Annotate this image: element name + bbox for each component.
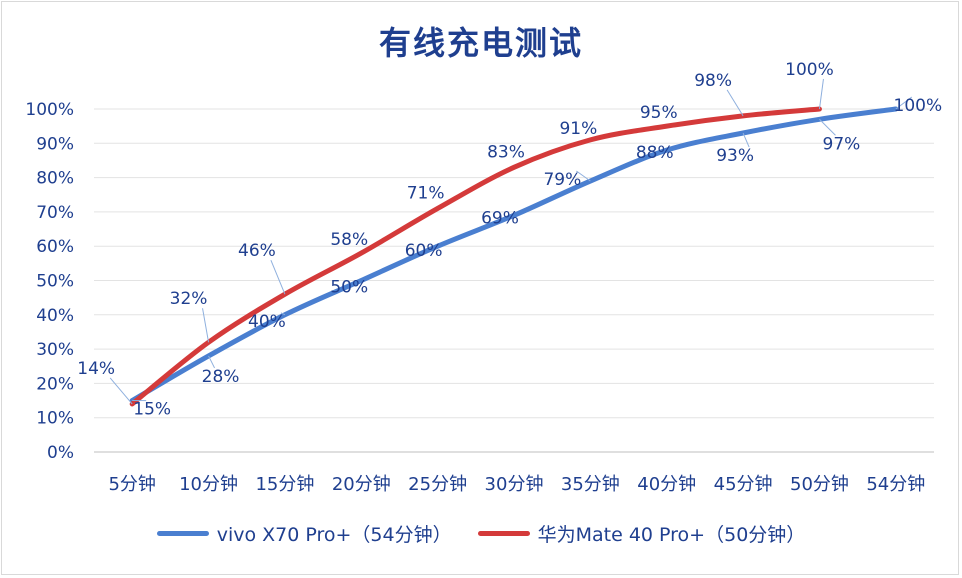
legend-item-vivo: vivo X70 Pro+（54分钟） [156,520,452,547]
x-tick-label: 25分钟 [408,474,467,495]
y-tick-label: 20% [36,374,74,394]
data-label-leader [726,89,744,117]
x-tick-label: 20分钟 [332,474,391,495]
y-tick-label: 100% [25,100,74,120]
chart-title: 有线充电测试 [378,24,583,62]
y-tick-label: 70% [36,203,74,223]
data-label-huawei: 32% [170,289,208,309]
x-tick-label: 15分钟 [255,474,314,495]
data-label-vivo: 79% [543,170,581,190]
data-label-vivo: 40% [248,312,286,332]
series-line-huawei [129,106,822,407]
x-tick-label: 35分钟 [561,474,620,495]
legend-swatch-vivo [156,531,209,536]
y-tick-label: 40% [36,306,74,326]
legend-label-huawei: 华为Mate 40 Pro+（50分钟） [537,524,806,546]
x-tick-label: 45分钟 [714,474,773,495]
x-tick-label: 50分钟 [790,474,849,495]
data-label-huawei: 71% [407,183,445,203]
y-tick-label: 60% [36,237,74,257]
x-tick-label: 30分钟 [485,474,544,495]
data-label-vivo: 97% [823,134,861,154]
data-label-huawei: 58% [330,230,368,250]
data-label-vivo: 69% [481,208,519,228]
y-tick-label: 0% [47,443,74,463]
data-label-leader [819,118,836,136]
data-label-vivo: 60% [405,241,443,261]
data-label-leader [109,377,133,405]
data-label-leader [576,170,591,182]
data-label-leader [202,308,210,343]
data-label-huawei: 95% [640,103,678,123]
y-tick-label: 30% [36,340,74,360]
data-label-vivo: 28% [202,367,240,387]
x-tick-label: 40分钟 [637,474,696,495]
data-label-vivo: 88% [636,143,674,163]
data-label-leader [742,132,750,148]
series-line-vivo [129,106,899,404]
data-label-vivo: 50% [330,278,368,298]
x-tick-label: 54分钟 [866,474,925,495]
data-label-leader [280,312,286,316]
legend-label-vivo: vivo X70 Pro+（54分钟） [216,524,452,546]
data-label-huawei: 100% [785,60,834,80]
y-tick-label: 90% [36,134,74,154]
data-label-huawei: 14% [77,359,115,379]
data-label-leader [270,260,286,295]
x-tick-label: 10分钟 [179,474,238,495]
data-label-vivo: 15% [133,400,171,420]
data-label-huawei: 98% [694,71,732,91]
data-label-vivo: 100% [894,96,943,116]
x-tick-label: 5分钟 [108,474,155,495]
y-tick-label: 10% [36,409,74,429]
y-tick-label: 50% [36,272,74,292]
data-label-huawei: 46% [238,241,276,261]
data-label-leader [818,78,824,110]
data-label-huawei: 91% [559,119,597,139]
legend-item-huawei: 华为Mate 40 Pro+（50分钟） [477,520,806,547]
legend-swatch-huawei [477,531,530,536]
legend: vivo X70 Pro+（54分钟） 华为Mate 40 Pro+（50分钟） [0,520,962,547]
data-label-huawei: 83% [487,142,525,162]
data-label-vivo: 93% [716,146,754,166]
y-tick-label: 80% [36,169,74,189]
data-label-leader [895,96,913,110]
data-label-leader [208,355,215,369]
